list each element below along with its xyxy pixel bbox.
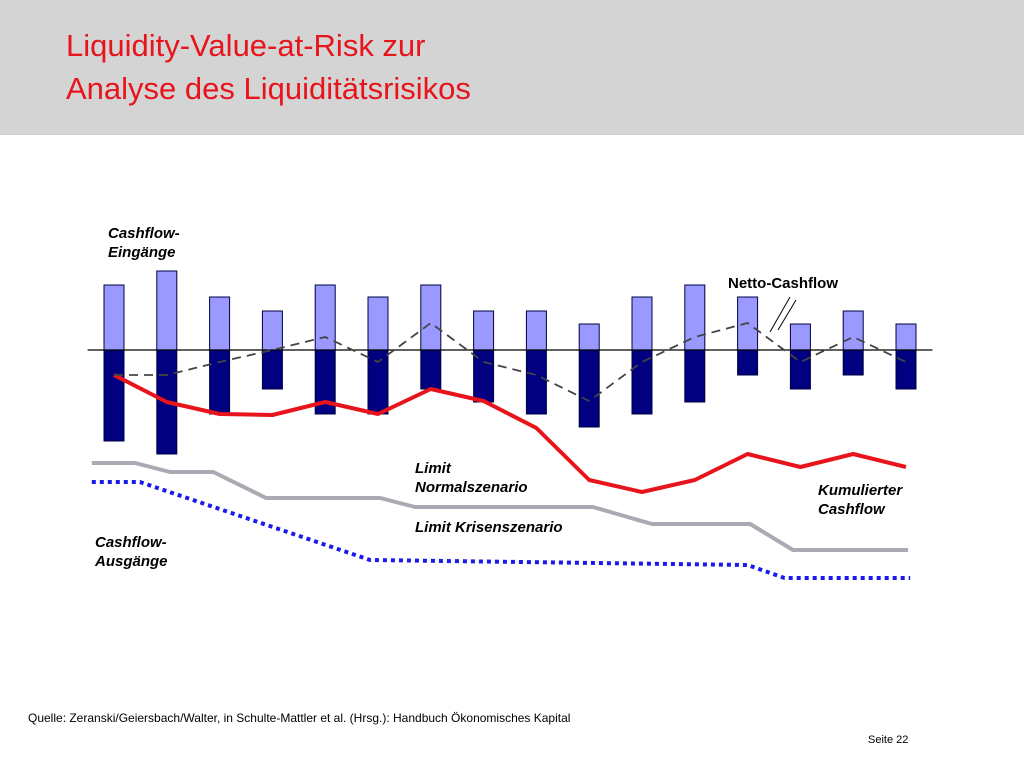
bar — [525, 349, 547, 415]
series-label: Normalszenario — [415, 479, 528, 496]
bar — [842, 349, 864, 376]
bar — [261, 349, 283, 390]
bar — [367, 296, 389, 351]
source: Quelle: Zeranski/Geiersbach/Walter, in S… — [28, 711, 570, 725]
bar — [367, 349, 389, 415]
pointer-line — [769, 296, 791, 333]
bar — [314, 284, 336, 351]
series-label: Limit — [415, 460, 452, 477]
bar — [261, 310, 283, 351]
bar — [684, 349, 706, 403]
series-label: Cashflow- — [108, 225, 180, 242]
series-label: Ausgänge — [94, 553, 168, 570]
series-line — [91, 480, 911, 580]
bar — [895, 323, 917, 351]
series-label: Kumulierter — [818, 482, 903, 499]
series-label: Eingänge — [108, 244, 176, 261]
pointer-line — [777, 299, 797, 331]
plot: Cashflow- Eingänge Cashflow- Ausgänge Netto-… — [87, 225, 933, 580]
bar — [578, 323, 600, 351]
header-band — [0, 0, 1024, 135]
series-label: Limit Krisenszenario — [415, 519, 563, 536]
series-label: Cashflow — [818, 501, 886, 518]
bar — [842, 310, 864, 351]
series-line — [113, 373, 907, 494]
bar — [103, 349, 125, 442]
bar — [895, 349, 917, 390]
series-label: Netto-Cashflow — [728, 275, 838, 292]
bar — [156, 270, 178, 351]
bar — [209, 296, 231, 351]
series-label: Cashflow- — [95, 534, 167, 551]
bar — [789, 323, 811, 351]
bar — [420, 349, 442, 390]
bar — [525, 310, 547, 351]
page-number: Seite 22 — [868, 734, 908, 746]
bar — [578, 349, 600, 428]
title-line: Liquidity-Value-at-Risk zur — [66, 28, 426, 63]
bar — [420, 284, 442, 351]
title-line: Analyse des Liquiditätsrisikos — [66, 71, 471, 106]
series-line — [91, 461, 909, 552]
bar — [473, 310, 495, 351]
bar — [209, 349, 231, 415]
bar — [737, 349, 759, 376]
bar — [631, 296, 653, 351]
series-line — [114, 322, 907, 402]
bar — [103, 284, 125, 351]
